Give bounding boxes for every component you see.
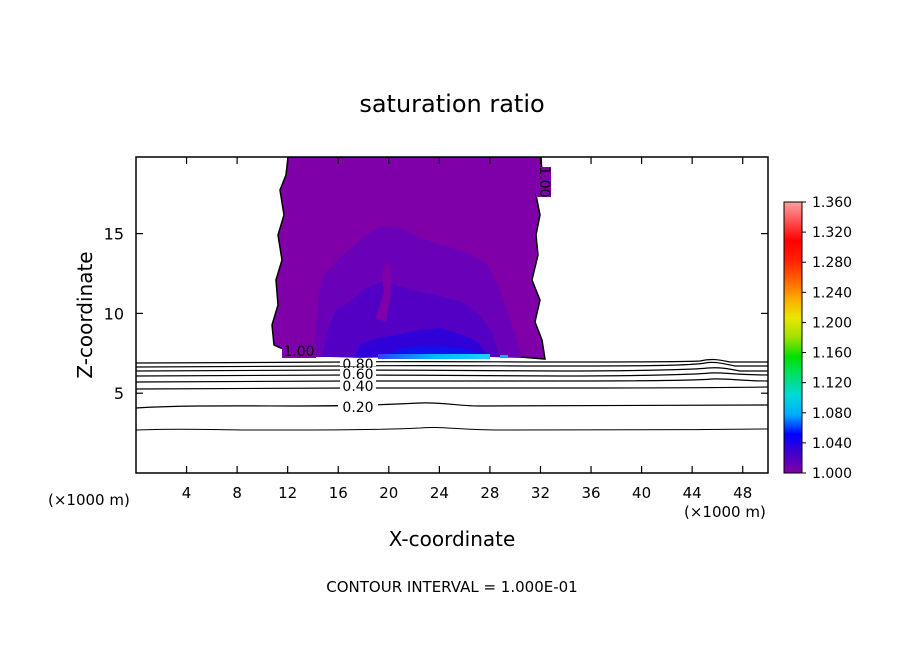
y-axis: 5 10 15 bbox=[104, 225, 768, 403]
contour-line-c bbox=[136, 367, 768, 372]
x-tick-label: 4 bbox=[182, 484, 192, 502]
x-tick-label: 48 bbox=[733, 484, 752, 502]
contour-label-1: 1.00 bbox=[283, 344, 314, 360]
chart-title: saturation ratio bbox=[359, 90, 544, 118]
x-axis-label: X-coordinate bbox=[389, 527, 516, 551]
contour-labels: 1.00 0.80 0.60 0.40 0.20 1.00 bbox=[282, 166, 552, 416]
contour-line-a bbox=[136, 358, 768, 364]
y-tick-label: 15 bbox=[104, 225, 124, 244]
peak-streak bbox=[378, 354, 490, 359]
colorbar-tick-label: 1.280 bbox=[812, 255, 852, 271]
y-tick-label: 10 bbox=[104, 304, 124, 323]
contour-label-5: 0.20 bbox=[342, 400, 373, 416]
contour-line-f bbox=[136, 386, 768, 390]
x-axis: 4 8 12 16 20 24 28 32 36 40 44 48 bbox=[182, 157, 752, 502]
colorbar-tick-label: 1.120 bbox=[812, 376, 852, 392]
colorbar-tick-label: 1.080 bbox=[812, 406, 852, 422]
contour-interval-note: CONTOUR INTERVAL = 1.000E-01 bbox=[326, 578, 577, 596]
peak-dot bbox=[500, 355, 508, 358]
colorbar-tick-label: 1.240 bbox=[812, 285, 852, 301]
x-unit-left: (×1000 m) bbox=[48, 491, 130, 509]
x-tick-label: 36 bbox=[581, 484, 600, 502]
x-tick-label: 32 bbox=[531, 484, 550, 502]
y-tick-label: 5 bbox=[114, 384, 124, 403]
contour-line-h bbox=[136, 426, 768, 431]
x-unit-right: (×1000 m) bbox=[684, 503, 766, 521]
y-axis-label: Z-coordinate bbox=[73, 251, 97, 378]
x-tick-label: 24 bbox=[430, 484, 449, 502]
colorbar-tick-label: 1.000 bbox=[812, 466, 852, 482]
colorbar-tick-label: 1.200 bbox=[812, 315, 852, 331]
x-tick-label: 28 bbox=[480, 484, 499, 502]
colorbar-tick-label: 1.360 bbox=[812, 195, 852, 211]
plot-area: 1.00 0.80 0.60 0.40 0.20 1.00 4 8 12 16 20 24… bbox=[104, 156, 769, 502]
contour-line-g bbox=[136, 402, 768, 409]
colorbar-tick-label: 1.040 bbox=[812, 436, 852, 452]
contour-line-e bbox=[136, 378, 768, 383]
plot-frame bbox=[135, 156, 769, 474]
contour-line-d bbox=[136, 372, 768, 377]
colorbar-tick-label: 1.320 bbox=[812, 225, 852, 241]
x-tick-label: 44 bbox=[683, 484, 702, 502]
colorbar-tick-label: 1.160 bbox=[812, 346, 852, 362]
colorbar-ticks: 1.000 1.040 1.080 1.120 1.160 1.200 1.240 1.280… bbox=[802, 195, 852, 482]
contour-line-b bbox=[136, 361, 768, 368]
colorbar-gradient bbox=[783, 201, 803, 474]
x-tick-label: 20 bbox=[379, 484, 398, 502]
contour-label-top: 1.00 bbox=[536, 166, 552, 197]
x-tick-label: 12 bbox=[278, 484, 297, 502]
x-tick-label: 8 bbox=[232, 484, 242, 502]
contour-lines bbox=[136, 358, 768, 431]
x-tick-label: 40 bbox=[632, 484, 651, 502]
contour-label-4: 0.40 bbox=[342, 379, 373, 395]
x-tick-label: 16 bbox=[329, 484, 348, 502]
cloud-updraft-channel bbox=[376, 262, 392, 322]
colorbar: 1.000 1.040 1.080 1.120 1.160 1.200 1.240 1.280… bbox=[783, 195, 852, 482]
cloud-field bbox=[136, 157, 768, 431]
